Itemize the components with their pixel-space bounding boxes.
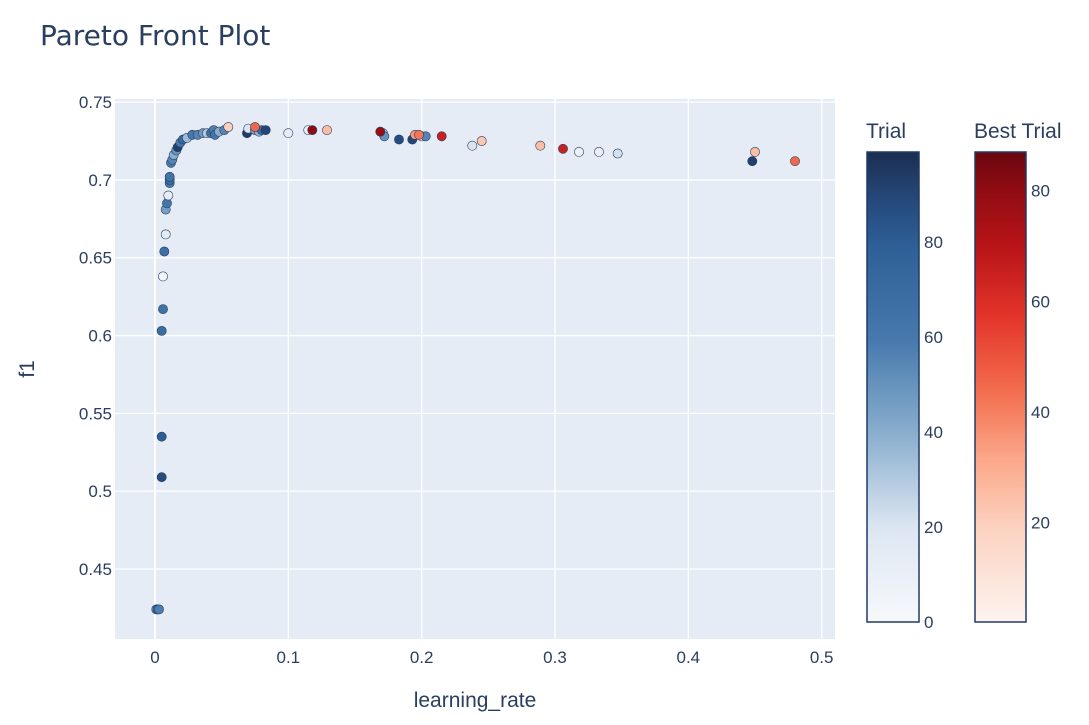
chart-title: Pareto Front Plot — [40, 19, 270, 52]
best-trial-point[interactable] — [476, 136, 487, 146]
colorbar-tick-label: 20 — [924, 518, 943, 537]
best-trial-point[interactable] — [307, 125, 318, 136]
trial-point[interactable] — [594, 146, 604, 157]
colorbar-best-trial-gradient — [974, 151, 1027, 623]
plot-area — [115, 99, 835, 639]
colorbar-trial-title: Trial — [866, 120, 906, 143]
trial-point[interactable] — [612, 148, 623, 159]
trial-point[interactable] — [747, 156, 758, 167]
best-trial-point[interactable] — [790, 156, 800, 167]
x-tick-label: 0.2 — [410, 648, 434, 667]
colorbar-trial-gradient — [866, 151, 920, 623]
colorbar-tick-label: 80 — [924, 233, 943, 252]
trial-point[interactable] — [156, 325, 167, 336]
x-tick-label: 0 — [150, 648, 159, 667]
trial-point[interactable] — [394, 134, 404, 145]
trial-point[interactable] — [158, 304, 168, 314]
trial-point[interactable] — [159, 246, 170, 257]
y-axis-ticks: 0.45 0.5 0.55 0.6 0.65 0.7 0.75 — [79, 93, 112, 579]
colorbar-best-trial-ticks: 20 40 60 80 — [1031, 182, 1050, 533]
x-tick-label: 0.1 — [277, 648, 301, 667]
gridlines — [115, 99, 835, 639]
trial-point[interactable] — [163, 190, 174, 201]
colorbar-tick-label: 0 — [924, 613, 933, 632]
best-trial-point[interactable] — [250, 122, 260, 132]
y-tick-label: 0.5 — [88, 482, 112, 501]
colorbar-trial: Trial 0 20 40 60 80 — [866, 120, 943, 632]
colorbar-tick-label: 20 — [1031, 513, 1050, 532]
best-trial-point[interactable] — [750, 146, 760, 157]
best-trial-point[interactable] — [535, 140, 546, 151]
x-tick-label: 0.3 — [543, 648, 567, 667]
trial-point[interactable] — [467, 140, 478, 151]
best-trial-point[interactable] — [436, 131, 447, 142]
y-tick-label: 0.6 — [88, 327, 112, 346]
colorbar-tick-label: 40 — [924, 423, 943, 442]
best-trial-point[interactable] — [322, 125, 332, 136]
best-trial-point[interactable] — [223, 122, 234, 132]
x-tick-label: 0.4 — [677, 648, 701, 667]
trial-point[interactable] — [156, 431, 167, 442]
x-tick-label: 0.5 — [810, 648, 834, 667]
x-axis-ticks: 0 0.1 0.2 0.3 0.4 0.5 — [150, 648, 833, 667]
colorbar-best-trial-title: Best Trial — [974, 120, 1062, 143]
y-tick-label: 0.55 — [79, 404, 112, 423]
best-trial-point[interactable] — [414, 129, 424, 140]
best-trial-point[interactable] — [558, 143, 568, 154]
trial-point[interactable] — [158, 271, 168, 282]
trial-point[interactable] — [164, 171, 175, 182]
best-trial-point[interactable] — [375, 126, 386, 137]
y-tick-label: 0.45 — [79, 560, 112, 579]
trial-point[interactable] — [156, 472, 167, 483]
colorbar-tick-label: 60 — [924, 328, 943, 347]
colorbar-tick-label: 40 — [1031, 403, 1050, 422]
trial-point[interactable] — [154, 604, 164, 615]
y-tick-label: 0.65 — [79, 249, 112, 268]
scatter-points — [151, 122, 800, 615]
colorbar-tick-label: 80 — [1031, 182, 1050, 201]
trial-point[interactable] — [574, 146, 584, 157]
y-tick-label: 0.75 — [79, 93, 112, 112]
y-axis-title: f1 — [16, 360, 39, 378]
colorbar-trial-ticks: 0 20 40 60 80 — [924, 233, 943, 632]
colorbar-best-trial: Best Trial 20 40 60 80 — [974, 120, 1062, 623]
trial-point[interactable] — [260, 125, 271, 136]
x-axis-title: learning_rate — [414, 689, 537, 712]
y-tick-label: 0.7 — [88, 171, 112, 190]
trial-point[interactable] — [160, 229, 171, 240]
trial-point[interactable] — [283, 128, 294, 139]
colorbar-tick-label: 60 — [1031, 292, 1050, 311]
